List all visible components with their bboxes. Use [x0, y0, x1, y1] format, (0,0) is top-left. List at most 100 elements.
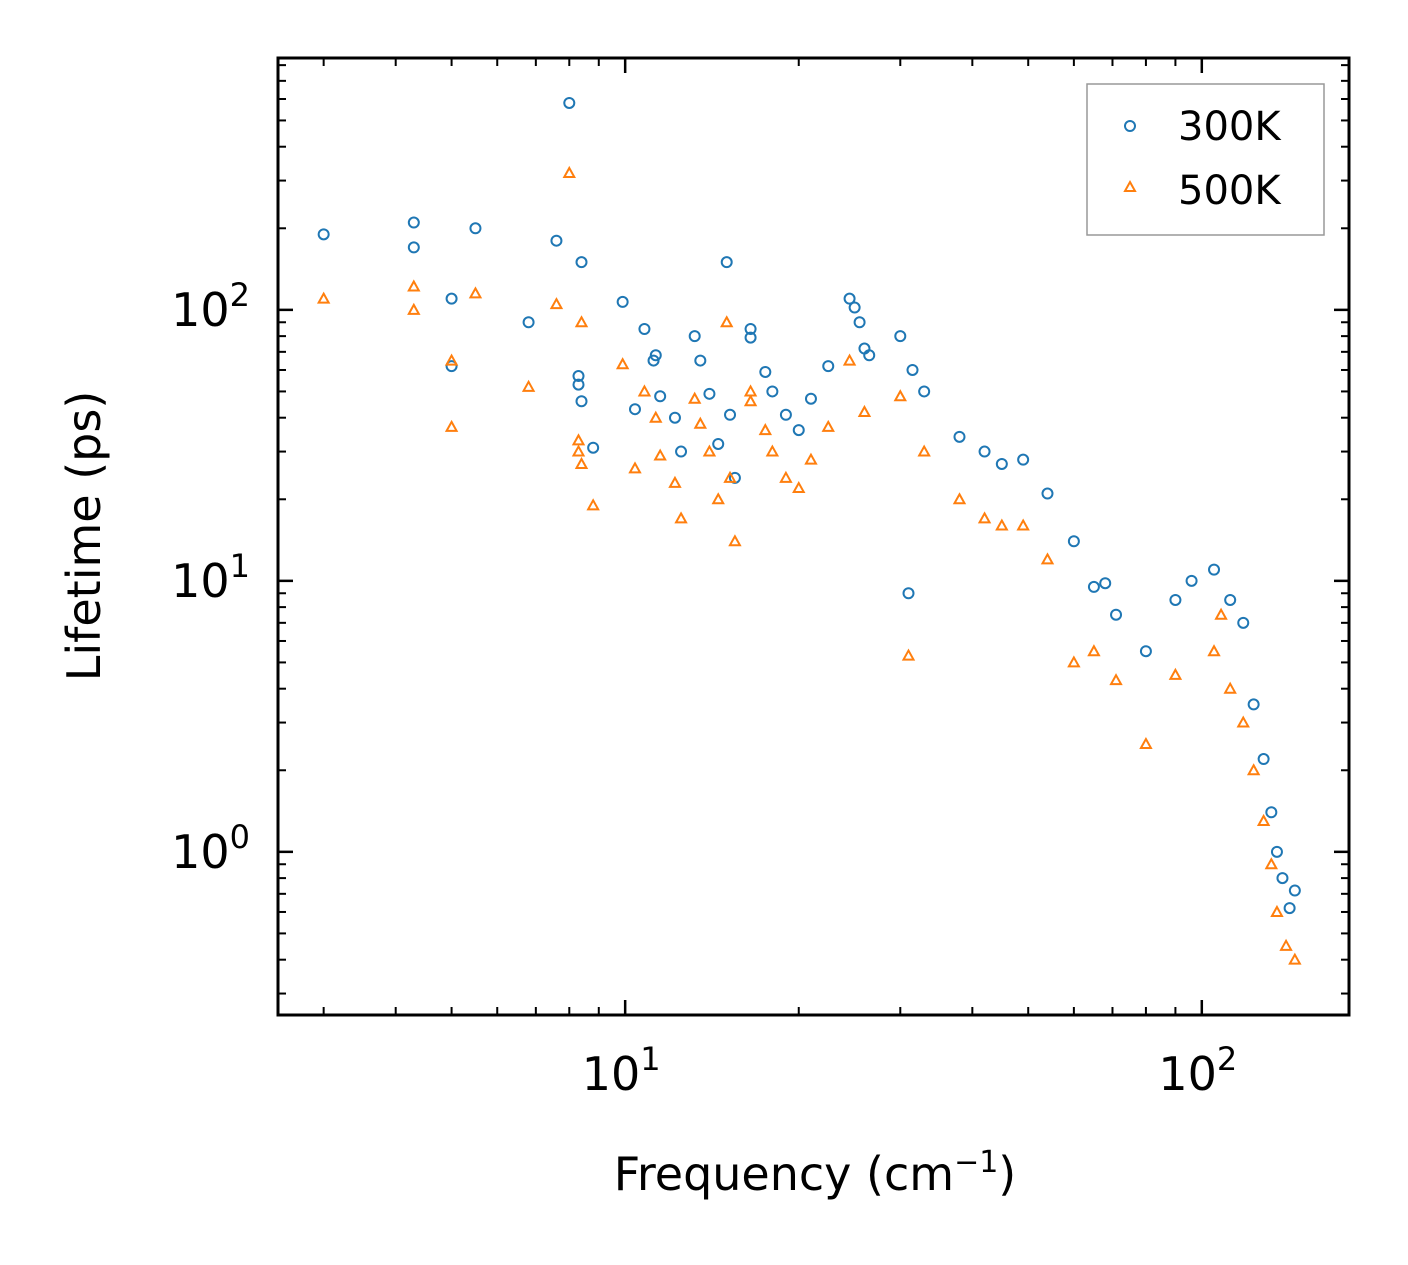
data-point-500K: [637, 384, 652, 397]
data-point-500K: [1109, 673, 1123, 686]
data-point-300K: [766, 385, 779, 398]
data-point-500K: [628, 461, 642, 474]
plot-frame: [276, 56, 1351, 1017]
data-point-500K: [1207, 644, 1221, 657]
data-point-500K: [549, 297, 564, 310]
data-point-300K: [1265, 806, 1278, 819]
y-axis-label: Lifetime (ps): [57, 391, 111, 682]
data-point-300K: [792, 424, 805, 437]
data-point-500K: [720, 315, 734, 328]
data-point-300K: [978, 445, 991, 458]
data-point-300K: [572, 370, 585, 383]
series-300K: [317, 96, 1301, 915]
data-point-500K: [723, 470, 737, 483]
data-point-500K: [407, 279, 421, 292]
data-point-500K: [1040, 552, 1055, 565]
data-point-500K: [857, 404, 872, 417]
data-point-300K: [563, 96, 576, 109]
data-point-300K: [853, 316, 866, 329]
data-point-300K: [1208, 563, 1221, 576]
legend-label-300k: 300K: [1178, 104, 1282, 150]
data-point-300K: [703, 387, 716, 400]
legend: 300K 500K: [1086, 83, 1325, 236]
data-point-300K: [550, 234, 563, 247]
data-point-300K: [744, 322, 757, 335]
data-point-500K: [693, 416, 708, 429]
data-point-500K: [1264, 857, 1279, 870]
data-point-500K: [468, 286, 483, 299]
data-point-500K: [571, 444, 586, 457]
data-point-500K: [1016, 518, 1030, 531]
data-point-500K: [821, 419, 835, 432]
data-point-500K: [653, 448, 667, 461]
data-point-300K: [1087, 580, 1100, 593]
data-point-500K: [1279, 938, 1293, 951]
data-point-500K: [1223, 681, 1237, 694]
data-point-500K: [562, 165, 576, 178]
data-point-300K: [822, 360, 835, 373]
data-point-300K: [863, 349, 876, 362]
data-point-500K: [1214, 607, 1228, 620]
y-tick-label: 100: [171, 818, 250, 879]
data-point-300K: [445, 360, 458, 373]
data-point-300K: [848, 301, 861, 314]
data-point-500K: [1246, 763, 1261, 776]
data-point-300K: [317, 228, 330, 241]
data-point-300K: [575, 256, 588, 269]
data-point-500K: [1288, 952, 1302, 965]
data-point-300K: [906, 363, 919, 376]
data-point-300K: [1017, 453, 1030, 466]
data-point-500K: [1087, 644, 1101, 657]
legend-box: [1086, 83, 1325, 236]
legend-label-500k: 500K: [1178, 168, 1282, 214]
data-point-300K: [1067, 535, 1080, 548]
data-point-300K: [744, 331, 757, 344]
data-point-500K: [743, 394, 758, 407]
data-point-500K: [1139, 736, 1153, 750]
data-point-500K: [779, 470, 793, 483]
data-point-300K: [654, 390, 667, 403]
data-point-300K: [918, 385, 931, 398]
data-point-500K: [758, 423, 773, 436]
data-point-300K: [694, 354, 707, 367]
data-point-300K: [902, 587, 915, 600]
data-point-500K: [668, 475, 682, 488]
data-point-500K: [792, 481, 806, 494]
data-point-500K: [444, 419, 459, 432]
data-point-500K: [444, 353, 459, 366]
data-point-500K: [977, 511, 992, 524]
data-point-500K: [615, 357, 630, 370]
data-point-300K: [1276, 872, 1289, 885]
x-tick-label: 101: [582, 1040, 661, 1101]
data-point-300K: [587, 441, 600, 454]
data-point-500K: [1236, 715, 1250, 728]
data-point-500K: [1256, 813, 1271, 826]
data-point-300K: [469, 222, 482, 235]
data-point-300K: [616, 295, 629, 308]
data-point-300K: [638, 322, 651, 335]
data-point-500K: [702, 444, 717, 457]
data-point-300K: [1185, 574, 1198, 587]
legend-marker-300k: [1124, 120, 1136, 132]
points-layer: [316, 96, 1302, 965]
data-point-500K: [649, 410, 663, 423]
data-point-300K: [675, 445, 688, 458]
data-point-500K: [711, 492, 725, 505]
data-point-300K: [894, 330, 907, 343]
data-point-500K: [1270, 904, 1284, 917]
data-point-300K: [688, 330, 701, 343]
data-point-300K: [720, 256, 733, 269]
data-point-500K: [995, 518, 1009, 531]
data-point-300K: [575, 395, 588, 408]
data-point-500K: [574, 456, 589, 469]
data-point-500K: [728, 534, 742, 547]
data-point-300K: [628, 403, 641, 416]
data-point-300K: [759, 365, 772, 378]
x-tick-label: 102: [1158, 1040, 1237, 1101]
data-point-300K: [1257, 753, 1270, 766]
data-point-300K: [1247, 698, 1260, 711]
data-point-300K: [647, 354, 660, 367]
data-point-500K: [1067, 655, 1081, 668]
data-point-300K: [1237, 616, 1250, 629]
y-tick-label: 101: [171, 547, 250, 608]
